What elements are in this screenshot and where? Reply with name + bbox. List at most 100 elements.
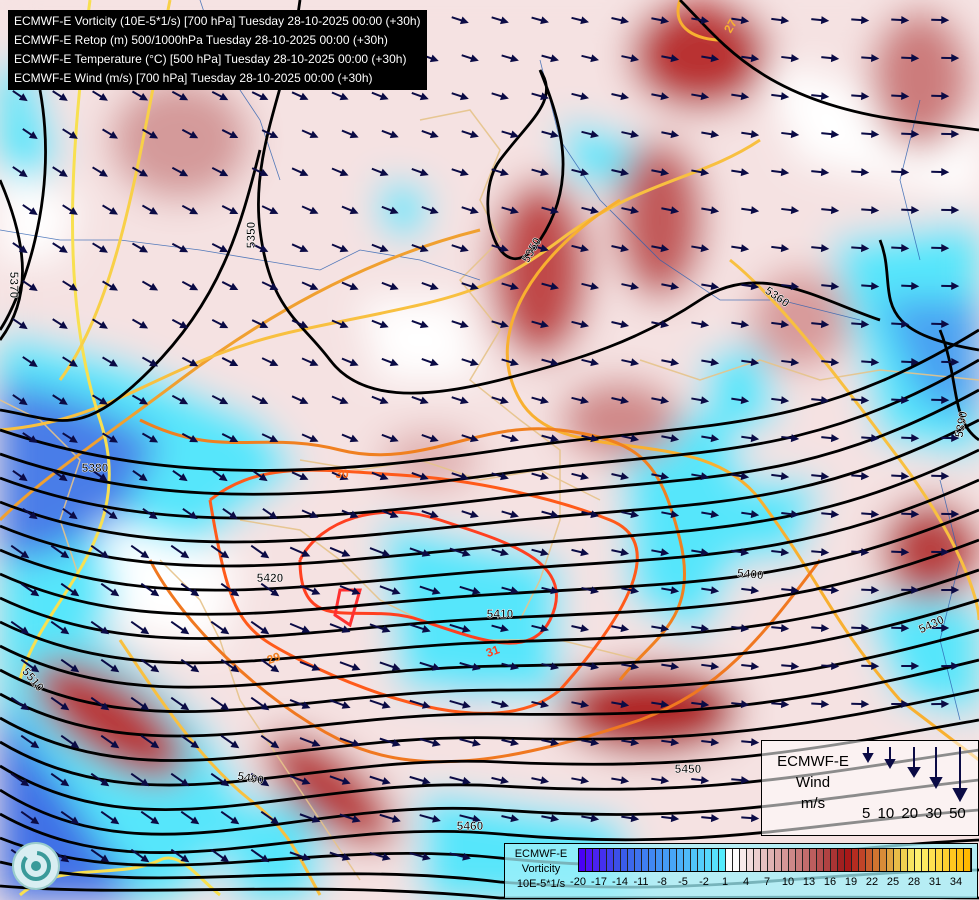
wind-arrow	[381, 357, 399, 367]
wind-arrow	[299, 584, 321, 595]
colorbar-swatch	[789, 849, 796, 871]
wind-arrow	[92, 394, 108, 405]
wind-arrow	[140, 810, 160, 825]
colorbar-swatch	[663, 849, 670, 871]
wind-arrow	[100, 582, 120, 597]
wind-arrow	[581, 434, 599, 443]
wind-arrow	[581, 282, 599, 291]
geopotential-contour	[0, 598, 979, 689]
wind-arrow	[52, 318, 68, 329]
wind-arrow	[701, 586, 720, 595]
wind-arrow	[301, 129, 319, 139]
wind-arrow	[60, 810, 80, 825]
wind-arrow	[531, 168, 549, 177]
wind-arrow	[100, 810, 120, 825]
wind-arrow	[781, 54, 800, 63]
wind-arrow	[381, 509, 399, 519]
wind-arrow	[661, 510, 680, 519]
wind-arrow	[102, 508, 118, 520]
wind-arrow	[52, 242, 68, 253]
wind-arrow	[210, 620, 230, 635]
wind-arrow	[941, 206, 960, 215]
wind-arrow	[459, 814, 481, 823]
wind-arrow	[62, 432, 78, 443]
wind-arrow	[531, 320, 549, 329]
wind-arrow	[731, 16, 750, 25]
wind-arrow	[371, 243, 389, 253]
wind-arrow	[299, 737, 321, 747]
wind-arrow	[220, 810, 240, 825]
wind-arrow	[771, 396, 790, 405]
wind-arrow	[461, 282, 479, 291]
wind-arrow	[731, 472, 750, 481]
wind-arrow	[261, 129, 279, 139]
wind-arrow	[331, 319, 349, 329]
wind-arrow	[180, 582, 200, 597]
wind-arrow	[171, 90, 189, 101]
wind-arrow	[250, 696, 270, 711]
colorbar-swatch	[726, 849, 733, 871]
wind-arrow	[369, 547, 391, 557]
wind-arrow	[571, 16, 589, 25]
colorbar-swatch	[880, 849, 887, 871]
wind-arrow	[421, 434, 439, 443]
wind-arrow	[371, 167, 389, 177]
wind-arrow	[931, 320, 950, 329]
wind-arrow	[531, 700, 550, 709]
wind-arrow	[130, 544, 150, 559]
wind-arrow	[941, 585, 960, 594]
wind-arrow	[261, 205, 279, 215]
wind-arrow	[651, 776, 670, 785]
wind-arrow	[651, 624, 670, 633]
wind-arrow	[741, 434, 760, 443]
wind-arrow	[409, 623, 431, 633]
wind-arrow	[211, 167, 229, 177]
wind-arrow	[901, 586, 920, 595]
wind-arrow	[661, 586, 680, 595]
wind-arrow	[331, 91, 349, 101]
wind-arrow	[661, 54, 680, 63]
colorbar-swatch	[929, 849, 936, 871]
wind-arrow	[891, 168, 910, 177]
colorbar-tick-label: 31	[928, 876, 942, 888]
wind-legend-value: 10	[877, 805, 895, 822]
wind-arrow	[891, 624, 910, 633]
wind-arrow	[211, 319, 229, 329]
wind-arrow	[291, 91, 309, 101]
wind-arrow	[289, 622, 311, 633]
wind-arrow	[461, 510, 479, 519]
colorbar-swatch	[733, 849, 740, 871]
wind-arrow	[651, 396, 670, 405]
colorbar-tick-label: -8	[657, 876, 667, 888]
wind-arrow	[541, 586, 559, 595]
colorbar-swatch	[957, 849, 964, 871]
wind-arrow	[381, 281, 399, 291]
temperature-label: 31	[484, 642, 502, 660]
wind-arrow	[379, 813, 401, 823]
wind-arrow	[941, 282, 960, 291]
wind-arrow	[941, 54, 960, 63]
wind-arrow	[621, 206, 640, 215]
wind-arrow	[341, 129, 359, 139]
colorbar-swatch	[852, 849, 859, 871]
wind-arrow	[181, 128, 199, 139]
colorbar-tick-label: 7	[763, 876, 771, 888]
wind-arrow	[409, 547, 431, 557]
wind-arrow	[339, 585, 361, 595]
wind-arrow	[449, 700, 471, 709]
geopotential-contour	[938, 329, 979, 442]
header-line-retop: ECMWF-E Retop (m) 500/1000hPa Tuesday 28…	[14, 33, 388, 47]
wind-arrow	[212, 470, 228, 482]
wind-arrow	[651, 16, 670, 25]
wind-arrow	[731, 244, 750, 253]
wind-legend-arrow-20	[907, 747, 921, 778]
colorbar-swatch	[838, 849, 845, 871]
wind-legend-title-variable: Wind	[795, 774, 831, 791]
wind-arrow	[851, 396, 870, 405]
wind-arrow	[501, 738, 520, 747]
wind-arrow	[12, 242, 28, 254]
wind-arrow	[821, 206, 840, 215]
wind-arrow	[851, 244, 870, 253]
geopotential-label: 5450	[675, 762, 702, 776]
